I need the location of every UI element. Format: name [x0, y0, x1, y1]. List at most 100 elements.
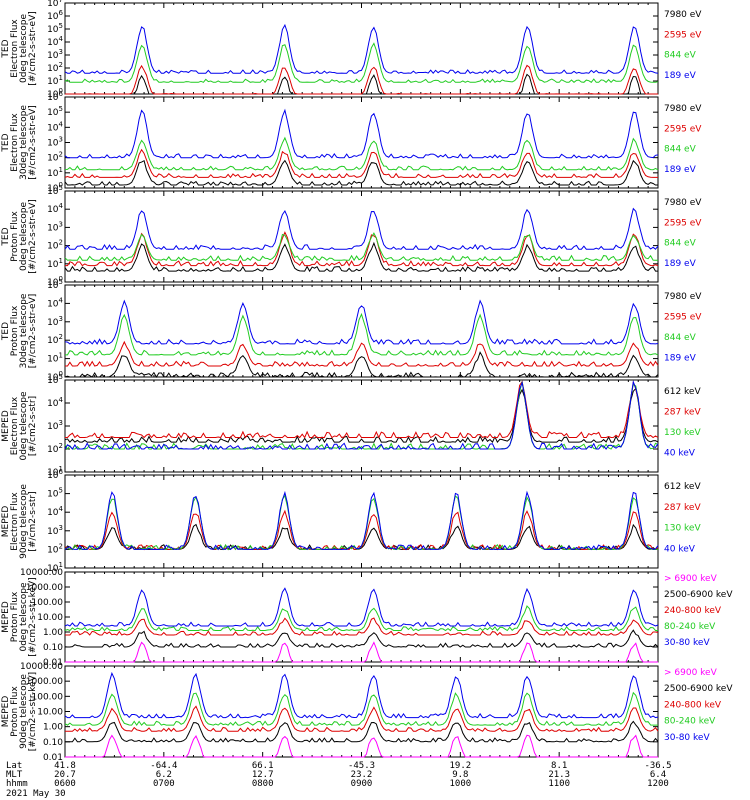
y-tick-label: 101: [47, 166, 63, 179]
legend-entry: 189 eV: [664, 354, 697, 364]
legend-entry: 844 eV: [664, 333, 697, 343]
footer-mlt-value: 21.3: [548, 770, 570, 780]
y-axis-title-line: Proton Flux: [10, 211, 20, 262]
y-axis-title-line: MEPED: [1, 410, 11, 442]
y-axis-title: TEDProton Flux30deg telescope[#/cm2-s-st…: [1, 293, 38, 368]
series-line: [64, 379, 659, 450]
y-tick-label: 104: [47, 35, 63, 48]
series-line: [64, 587, 659, 627]
y-axis-title-line: TED: [1, 227, 11, 246]
panel-frame: [64, 665, 659, 758]
series-line: [65, 720, 659, 743]
panel-8: 0.010.101.0010.00100.001000.0010000.00ME…: [1, 662, 733, 763]
y-tick-label: 0.01: [43, 658, 63, 668]
y-tick-label: 100.00: [32, 692, 64, 702]
y-axis-title: MEPEDProton Flux0deg telescope[#/cm2-s-s…: [1, 577, 38, 656]
series-line: [65, 380, 659, 439]
legend-entry: 287 keV: [664, 408, 701, 418]
series-line: [64, 159, 658, 186]
y-tick-label: 10000.00: [20, 568, 63, 578]
legend-entry: > 6900 keV: [664, 668, 718, 678]
series-line: [64, 42, 659, 84]
legend-entry: 7980 eV: [664, 292, 702, 302]
y-tick-label: 0.01: [43, 753, 63, 763]
y-axis-title-line: [#/cm2-s-str-keV]: [28, 672, 38, 751]
footer-hhmm-value: 0800: [252, 779, 274, 789]
footer-lat-value: 19.2: [449, 761, 471, 771]
y-tick-label: 104: [47, 296, 63, 309]
legend-entry: > 6900 keV: [664, 574, 718, 584]
footer-mlt-value: 9.8: [452, 770, 468, 780]
y-tick-label: 102: [47, 239, 63, 252]
y-axis-title-line: [#/cm2-s-str-eV]: [28, 11, 38, 86]
panel-frame: [64, 284, 659, 378]
y-tick-label: 105: [47, 22, 63, 35]
y-tick-label: 1000.00: [26, 677, 63, 687]
y-tick-label: 102: [47, 151, 63, 164]
footer-mlt-value: 6.4: [650, 770, 666, 780]
y-axis-title-line: 0deg telescope: [19, 391, 29, 461]
y-axis-title: TEDElectron Flux30deg telescope[#/cm2-s-…: [1, 105, 38, 180]
y-tick-label: 10.00: [37, 708, 63, 718]
footer-hhmm-value: 0900: [351, 779, 373, 789]
panel-frame: [64, 190, 659, 283]
y-tick-label: 10000.00: [20, 662, 63, 672]
footer-mlt-value: 12.7: [252, 770, 274, 780]
legend-entry: 30-80 keV: [664, 638, 710, 648]
y-tick-label: 1000.00: [26, 583, 63, 593]
y-axis-title-line: Proton Flux: [10, 305, 20, 356]
y-axis-title-line: 0deg telescope: [19, 14, 29, 84]
y-axis-title-line: [#/cm2-s-str-eV]: [28, 105, 38, 180]
legend-entry: 40 keV: [664, 449, 696, 459]
y-tick-label: 104: [47, 202, 63, 215]
y-axis-title: MEPEDProton Flux90deg telescope[#/cm2-s-…: [1, 672, 38, 751]
series-line: [65, 641, 658, 663]
y-axis-title-line: Electron Flux: [10, 396, 20, 455]
legend-entry: 189 eV: [664, 165, 697, 175]
y-axis-title-line: Electron Flux: [10, 492, 20, 551]
legend-entry: 2595 eV: [664, 218, 702, 228]
legend-entry: 612 keV: [664, 387, 701, 397]
y-tick-label: 101: [47, 257, 63, 270]
footer-hhmm-value: 1000: [449, 779, 471, 789]
y-axis-title-line: 90deg telescope: [19, 484, 29, 559]
y-axis-title: TEDElectron Flux0deg telescope[#/cm2-s-s…: [1, 11, 38, 86]
series-line: [64, 232, 658, 262]
y-tick-label: 106: [47, 9, 63, 22]
y-axis-title-line: Electron Flux: [10, 19, 20, 78]
series-line: [65, 617, 659, 636]
legend-entry: 240-800 keV: [664, 700, 722, 710]
footer-hhmm-value: 1200: [647, 779, 669, 789]
legend-entry: 2500-6900 keV: [664, 590, 733, 600]
series-line: [64, 490, 659, 551]
footer-lat-value: -64.4: [150, 761, 177, 771]
panel-7: 0.010.101.0010.00100.001000.0010000.00ME…: [1, 568, 733, 668]
footer-mlt-value: 20.7: [54, 770, 76, 780]
y-axis-title-line: [#/cm2-s-str-eV]: [28, 294, 38, 369]
y-axis-title-line: [#/cm2-s-str-eV]: [28, 199, 38, 274]
footer-lat-value: 8.1: [551, 761, 567, 771]
y-tick-label: 1.00: [43, 628, 63, 638]
series-line: [64, 523, 658, 551]
footer-hhmm-value: 0600: [54, 779, 76, 789]
legend-entry: 287 keV: [664, 503, 701, 513]
footer-mlt-value: 23.2: [351, 770, 373, 780]
legend-entry: 130 keV: [664, 524, 701, 534]
legend-entry: 7980 eV: [664, 198, 702, 208]
y-tick-label: 103: [47, 48, 63, 61]
series-line: [64, 299, 659, 345]
y-axis-title-line: 30deg telescope: [19, 293, 29, 368]
y-tick-label: 101: [47, 74, 63, 87]
legend-entry: 189 eV: [664, 71, 697, 81]
legend-entry: 844 eV: [664, 239, 697, 249]
y-tick-label: 0.10: [43, 643, 63, 653]
y-axis-title: TEDProton Flux0deg telescope[#/cm2-s-str…: [1, 199, 38, 274]
footer-lat-value: 66.1: [252, 761, 274, 771]
series-line: [64, 23, 659, 74]
